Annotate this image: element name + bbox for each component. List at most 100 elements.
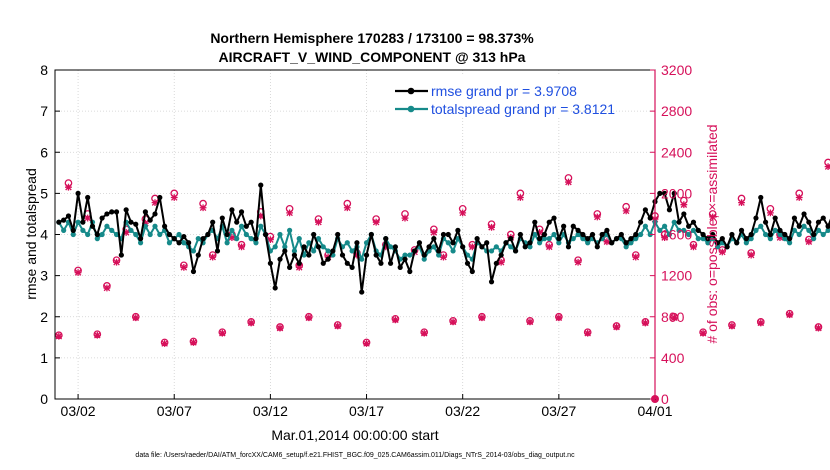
- rmse-point: [133, 221, 139, 227]
- rmse-point: [589, 231, 596, 238]
- obs-assimilated-point: [247, 319, 255, 327]
- totalspread-point: [676, 227, 682, 233]
- totalspread-point: [85, 231, 91, 238]
- totalspread-point: [796, 231, 802, 238]
- rmse-point: [734, 240, 740, 246]
- rmse-point: [56, 219, 62, 225]
- totalspread-point: [176, 231, 182, 238]
- totalspread-point: [806, 227, 812, 233]
- totalspread-point: [570, 236, 576, 242]
- obs-assimilated-point: [824, 163, 830, 171]
- rmse-point: [743, 236, 749, 242]
- obs-assimilated-point: [641, 319, 649, 327]
- rmse-point: [445, 231, 451, 238]
- obs-assimilated-point: [776, 234, 784, 241]
- rmse-point: [493, 260, 499, 266]
- obs-assimilated-point: [391, 316, 399, 324]
- rmse-point: [359, 289, 365, 295]
- obs-assimilated-point: [449, 318, 457, 326]
- rmse-point: [387, 260, 394, 266]
- obs-assimilated-point: [545, 243, 553, 251]
- rmse-point: [484, 240, 490, 246]
- rmse-point: [782, 231, 788, 238]
- rmse-point: [527, 240, 533, 246]
- obs-assimilated-point: [699, 329, 707, 337]
- rmse-point: [277, 256, 283, 262]
- obs-assimilated-point: [430, 229, 438, 236]
- y-left-tick-label: 7: [40, 103, 48, 119]
- totalspread-point: [743, 240, 749, 246]
- rmse-point: [695, 227, 701, 233]
- totalspread-point: [762, 231, 769, 238]
- obs-assimilated-point: [141, 219, 149, 227]
- totalspread-point: [431, 244, 437, 250]
- obs-assimilated-point: [565, 178, 572, 186]
- totalspread-point: [753, 227, 759, 233]
- totalspread-point: [349, 248, 355, 254]
- obs-assimilated-point: [718, 248, 726, 256]
- rmse-point: [719, 236, 725, 242]
- totalspread-point: [166, 240, 173, 246]
- rmse-point: [700, 231, 706, 238]
- obs-assimilated-point: [343, 204, 351, 212]
- obs-assimilated-point: [815, 324, 822, 332]
- totalspread-point: [142, 223, 148, 229]
- obs-assimilated-point: [401, 214, 409, 222]
- rmse-point: [65, 213, 72, 219]
- totalspread-point: [445, 240, 451, 246]
- rmse-point: [777, 227, 783, 233]
- rmse-point: [450, 240, 456, 246]
- rmse-point: [570, 223, 576, 229]
- totalspread-point: [147, 231, 153, 238]
- totalspread-point: [243, 231, 249, 238]
- y-right-tick-label: 1600: [661, 227, 692, 243]
- y-right-tick-label: 800: [661, 309, 685, 325]
- rmse-point: [748, 231, 754, 238]
- rmse-point: [94, 231, 100, 238]
- rmse-point: [455, 227, 461, 233]
- rmse-point: [325, 256, 331, 262]
- rmse-point: [147, 217, 153, 223]
- rmse-point: [412, 248, 418, 254]
- y-right-tick-label: 2000: [661, 185, 692, 201]
- rmse-point: [710, 231, 716, 238]
- rmse-point: [613, 236, 620, 242]
- obs-assimilated-point: [709, 213, 717, 221]
- obs-assimilated-point: [690, 243, 697, 251]
- totalspread-point: [705, 240, 711, 246]
- obs-assimilated-point: [65, 183, 72, 191]
- rmse-point: [142, 209, 148, 215]
- totalspread-point: [642, 223, 648, 229]
- rmse-point: [714, 240, 721, 246]
- totalspread-point: [681, 227, 687, 233]
- rmse-point: [75, 190, 81, 196]
- obs-assimilated-point: [286, 209, 294, 217]
- totalspread-point: [363, 240, 370, 246]
- obs-assimilated-point: [805, 238, 813, 246]
- totalspread-point: [772, 227, 778, 233]
- obs-assimilated-point: [84, 214, 92, 222]
- totalspread-point: [407, 252, 413, 258]
- totalspread-point: [80, 227, 86, 233]
- rmse-point: [243, 223, 249, 229]
- obs-assimilated-point: [440, 253, 447, 261]
- rmse-point: [301, 244, 307, 250]
- rmse-point: [70, 227, 76, 233]
- obs-assimilated-point: [536, 229, 544, 236]
- y-right-tick-label: 400: [661, 350, 685, 366]
- rmse-point: [368, 231, 374, 238]
- rmse-point: [618, 231, 624, 238]
- obs-assimilated-point: [103, 284, 111, 292]
- obs-assimilated-point: [555, 314, 563, 322]
- totalspread-point: [815, 227, 822, 233]
- rmse-point: [815, 219, 822, 225]
- totalspread-point: [825, 227, 830, 233]
- x-tick-label: 03/12: [253, 403, 288, 419]
- rmse-point: [623, 240, 629, 246]
- obs-assimilated-point: [584, 329, 592, 337]
- rmse-point: [272, 285, 278, 291]
- totalspread-point: [657, 227, 663, 233]
- obs-assimilated-point: [295, 264, 303, 271]
- totalspread-point: [782, 236, 788, 242]
